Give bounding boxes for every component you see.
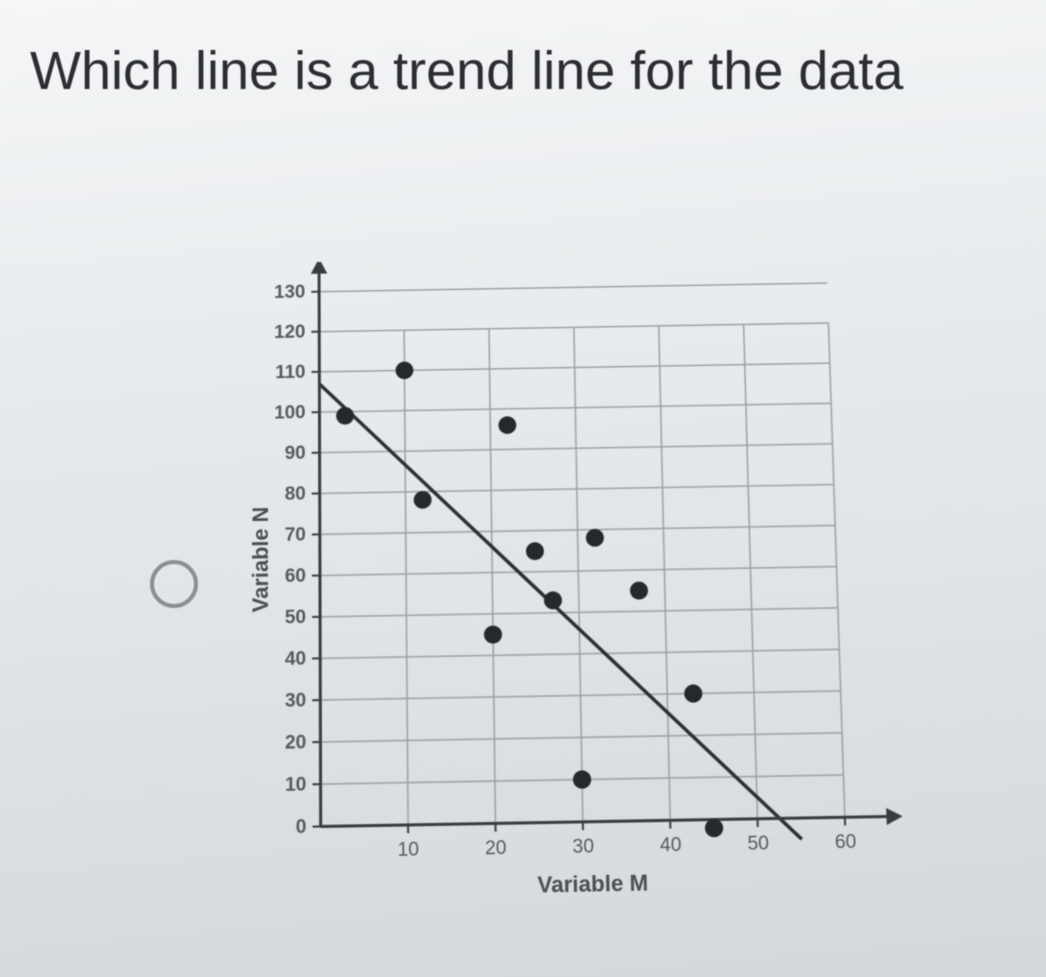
data-point bbox=[705, 819, 724, 838]
data-point bbox=[484, 625, 502, 643]
scatter-chart: 10 20 30 40 50 60 0 10 20 30 40 50 60 70 80 90 100 110 120… bbox=[239, 253, 912, 921]
grid-line bbox=[828, 323, 844, 817]
y-tick-label: 80 bbox=[285, 483, 306, 504]
y-tick-label: 20 bbox=[285, 731, 306, 753]
y-tick-label: 10 bbox=[285, 773, 306, 795]
x-tick-label: 20 bbox=[485, 836, 507, 858]
grid-line bbox=[744, 324, 758, 818]
y-tick-label: 100 bbox=[274, 401, 305, 422]
y-axis bbox=[319, 272, 321, 827]
y-tick-label: 110 bbox=[275, 361, 305, 382]
y-tick-label: 130 bbox=[274, 281, 305, 302]
data-point bbox=[396, 361, 414, 379]
y-axis-arrow bbox=[311, 258, 328, 274]
x-tick-label: 40 bbox=[660, 833, 682, 855]
grid-line bbox=[659, 326, 670, 820]
x-tick-label: 10 bbox=[397, 838, 419, 860]
y-tick-label: 50 bbox=[285, 606, 306, 628]
y-tick-label: 120 bbox=[274, 321, 305, 342]
question-text: Which line is a trend line for the data bbox=[30, 40, 1046, 102]
y-tick-label: 70 bbox=[285, 524, 306, 545]
y-tick-label: 0 bbox=[296, 815, 307, 837]
grid-line bbox=[489, 329, 495, 824]
y-axis-label: Variable N bbox=[248, 507, 274, 613]
grid-line bbox=[404, 330, 408, 825]
data-point bbox=[414, 491, 432, 509]
data-point bbox=[336, 407, 354, 425]
y-tick-label: 40 bbox=[285, 647, 306, 669]
grid-line bbox=[319, 283, 827, 292]
x-tick-label: 60 bbox=[835, 830, 857, 852]
data-point bbox=[573, 770, 592, 789]
data-point bbox=[630, 581, 648, 599]
x-axis-label: Variable M bbox=[537, 870, 648, 899]
data-point bbox=[684, 684, 703, 702]
x-axis-arrow bbox=[886, 808, 903, 825]
x-tick-label: 30 bbox=[572, 835, 594, 857]
y-tick-label: 30 bbox=[285, 689, 306, 711]
y-tick-label: 90 bbox=[285, 442, 306, 463]
chart-svg: 10 20 30 40 50 60 0 10 20 30 40 50 60 70 80 90 100 110 120… bbox=[239, 253, 912, 921]
data-point bbox=[544, 591, 562, 609]
option-radio[interactable] bbox=[150, 560, 198, 608]
grid-line bbox=[574, 327, 583, 822]
data-point bbox=[586, 529, 604, 547]
x-axis bbox=[321, 816, 889, 826]
data-point bbox=[498, 416, 516, 434]
y-tick-label: 60 bbox=[285, 565, 306, 586]
data-point bbox=[526, 542, 544, 560]
x-tick-label: 50 bbox=[747, 832, 769, 854]
